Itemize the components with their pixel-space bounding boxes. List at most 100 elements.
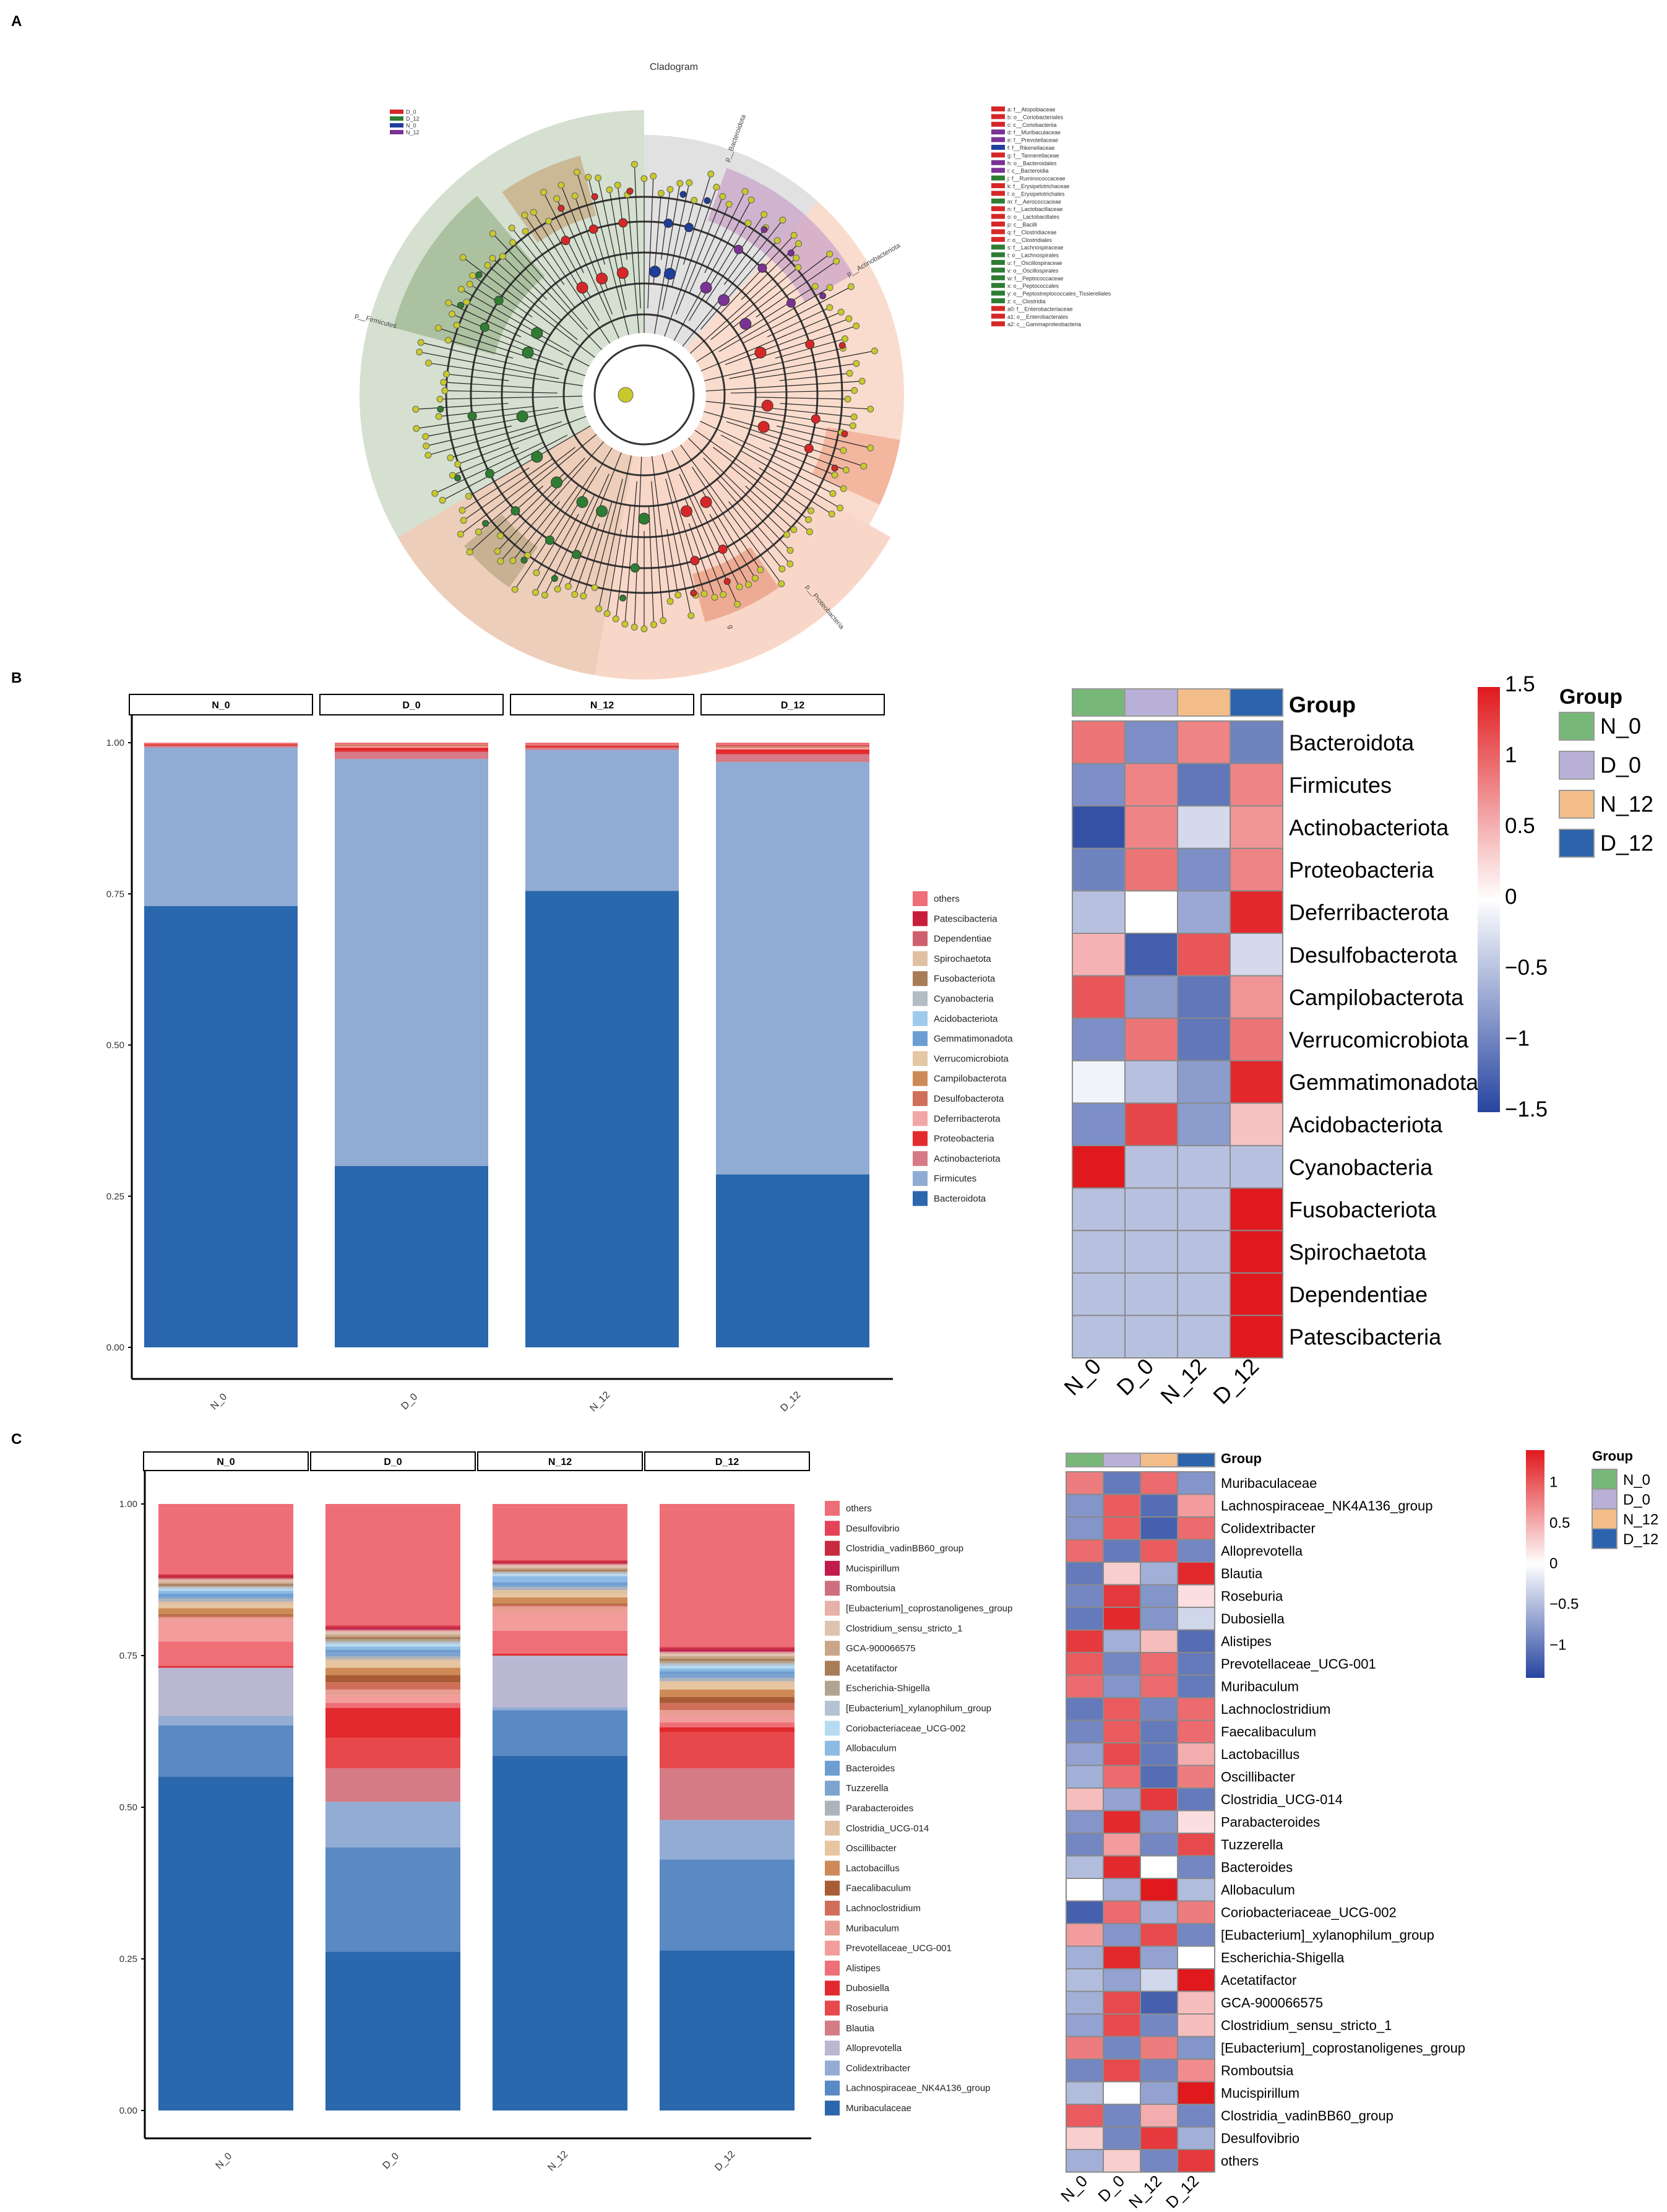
- heat-cell-gemmatimonadota-n-12: [1177, 1060, 1231, 1104]
- significant-node-1-1: [545, 535, 555, 545]
- heat-cell-gemmatimonadota-d-0: [1124, 1060, 1178, 1104]
- branch-line: [533, 212, 600, 321]
- scale-tick-label: −1.5: [1505, 1097, 1548, 1121]
- scale-tick-label: 0: [1549, 1555, 1557, 1572]
- legend-label-campilobacterota: Campilobacterota: [934, 1074, 1007, 1084]
- bar-segment-lachnospiraceae-nk4a136-group-n-12: [493, 1710, 627, 1756]
- heat-cell-clostridia-ucg-014-d-12: [1177, 1787, 1215, 1812]
- branch-line: [556, 198, 619, 339]
- bar-segment-prevotellaceae-ucg-001-d-0: [325, 1695, 460, 1703]
- branch-line: [689, 223, 749, 321]
- legend-label-fusobacteriota: Fusobacteriota: [934, 974, 996, 984]
- significant-node-12-0: [718, 294, 730, 306]
- branch-line: [469, 283, 551, 336]
- leaf-node: [494, 548, 501, 555]
- significant-node-3-1: [467, 411, 477, 421]
- leaf-node: [778, 565, 786, 572]
- significant-node-12-2: [787, 249, 795, 257]
- leaf-node: [853, 322, 860, 330]
- heat-cell-bacteroides-n-0: [1066, 1855, 1104, 1879]
- legend-label-others: others: [934, 894, 960, 904]
- bar-segment-prevotellaceae-ucg-001-d-12: [660, 1716, 795, 1722]
- bar-segment-coriobacteriaceae-ucg-002-n-0: [158, 1589, 293, 1591]
- bar-segment-oscillibacter-d-12: [660, 1683, 795, 1690]
- group-legend-title: Group: [1559, 685, 1622, 709]
- clade-sector-8: [502, 155, 597, 243]
- bar-segment-tuzzerella-n-0: [158, 1596, 293, 1599]
- leaf-node: [640, 175, 648, 183]
- key-swatch-12: [991, 198, 1005, 204]
- significant-node-14-2: [838, 342, 846, 349]
- branch-line: [588, 177, 629, 335]
- leaf-node: [713, 183, 720, 191]
- leaf-node: [795, 240, 803, 248]
- group-label-d-12: D_12: [406, 116, 420, 122]
- bar-segment-muribaculum-d-0: [325, 1689, 460, 1696]
- row-label-clostridium-sensu-stricto-1: Clostridium_sensu_stricto_1: [1221, 2018, 1392, 2033]
- legend-swatch-oscillibacter: [825, 1841, 840, 1856]
- bar-segment-alloprevotella-n-0: [158, 1667, 293, 1716]
- leaf-node: [585, 173, 592, 181]
- leaf-node: [571, 192, 579, 200]
- leaf-node: [489, 254, 496, 262]
- significant-node-7-1: [588, 224, 598, 234]
- heat-cell-prevotellaceae-ucg-001-d-12: [1177, 1652, 1215, 1676]
- heat-cell-actinobacteriota-n-0: [1072, 805, 1126, 849]
- heat-cell-coriobacteriaceae-ucg-002-n-0: [1066, 1900, 1104, 1924]
- leaf-node: [837, 308, 845, 316]
- y-tick-label: 0.25: [119, 1954, 137, 1964]
- heat-cell-prevotellaceae-ucg-001-d-0: [1103, 1652, 1141, 1676]
- branch-line: [700, 421, 844, 490]
- branch-line: [700, 311, 842, 371]
- branch-line: [457, 416, 587, 465]
- scale-tick-label: 0.5: [1549, 1514, 1570, 1531]
- branch-line: [502, 256, 548, 300]
- legend-label-clostridia-ucg-014: Clostridia_UCG-014: [846, 1823, 929, 1834]
- legend-label-proteobacteria: Proteobacteria: [934, 1134, 994, 1144]
- significant-node-0-2: [551, 575, 558, 582]
- heat-cell-clostridium-sensu-stricto-1-n-0: [1066, 2013, 1104, 2037]
- significant-node-17-2: [723, 577, 731, 585]
- legend-swatch-eubacterium-xylanophilum-group: [825, 1701, 840, 1716]
- group-cell-d-12: [1230, 688, 1283, 717]
- significant-node-9-2: [679, 191, 687, 198]
- significant-node-15-1: [811, 414, 821, 424]
- leaf-node: [840, 447, 847, 454]
- bar-segment-muribaculaceae-n-0: [158, 1777, 293, 2110]
- bar-segment-firmicutes-d-12: [716, 762, 869, 1175]
- heat-cell-escherichia-shigella-d-12: [1177, 1945, 1215, 1969]
- branch-line: [536, 447, 613, 573]
- bar-segment-faecalibaculum-d-12: [660, 1696, 795, 1703]
- legend-swatch-dubosiella: [825, 1981, 840, 1996]
- y-tick-label: 0.50: [106, 1040, 124, 1051]
- leaf-node: [508, 224, 515, 231]
- legend-label-acetatifactor: Acetatifactor: [846, 1663, 897, 1674]
- legend-label-muribaculum: Muribaculum: [846, 1923, 899, 1933]
- bar-segment-parabacteroides-n-0: [158, 1598, 293, 1602]
- bar-segment-muribaculum-d-12: [660, 1710, 795, 1716]
- bar-segment-escherichia-shigella-n-0: [158, 1586, 293, 1588]
- significant-node-9-1: [663, 218, 673, 228]
- legend-label-tuzzerella: Tuzzerella: [846, 1783, 889, 1794]
- branch-line: [710, 267, 799, 340]
- bar-segment-clostridia-ucg-014-n-12: [493, 1590, 627, 1594]
- leaf-node: [871, 347, 878, 355]
- row-label-dubosiella: Dubosiella: [1221, 1611, 1285, 1627]
- branch-line: [730, 390, 855, 394]
- leaf-node: [795, 264, 802, 271]
- group-cell-d-0: [1124, 688, 1178, 717]
- heat-cell-coriobacteriaceae-ucg-002-d-0: [1103, 1900, 1141, 1924]
- group-cell-n-0: [1066, 1453, 1104, 1467]
- legend-swatch-lachnoclostridium: [825, 1901, 840, 1916]
- legend-label-bacteroides: Bacteroides: [846, 1763, 895, 1774]
- key-entry-4: e: f__Prevotellaceae: [1007, 137, 1058, 144]
- y-tick-label: 1.00: [106, 738, 124, 748]
- legend-swatch-spirochaetota: [913, 951, 928, 966]
- bar-segment-parabacteroides-n-12: [493, 1587, 627, 1591]
- legend-swatch-patescibacteria: [913, 911, 928, 927]
- branch-line: [428, 424, 537, 456]
- row-label-escherichia-shigella: Escherichia-Shigella: [1221, 1950, 1345, 1966]
- legend-swatch-clostridia-ucg-014: [825, 1820, 840, 1836]
- key-entry-13: n: f__Lactobacillaceae: [1007, 206, 1063, 212]
